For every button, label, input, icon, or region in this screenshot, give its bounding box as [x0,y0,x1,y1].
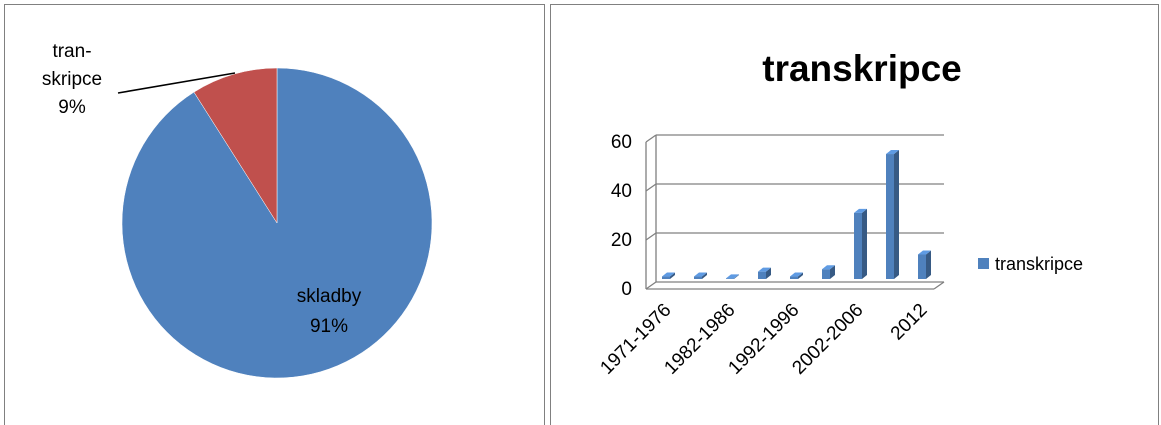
bar-front [918,254,926,279]
bar-1971-1976 [662,272,675,279]
bar-2007-2011 [886,150,899,279]
bar-side [766,267,771,279]
bar-2012 [918,250,931,279]
bar-side [798,272,803,279]
y-tick-label: 0 [621,279,632,300]
bar-side [830,265,835,279]
bar-front [854,212,862,279]
bar-1977-1981 [694,272,707,279]
bar-side [862,208,867,279]
bar-side [894,150,899,279]
bar-1992-1996 [790,272,803,279]
pie-chart-panel: skladby 91% tran-skripce 9% [4,4,545,425]
bar-1982-1986 [726,274,739,279]
bar-top [758,267,771,272]
bar-chart-panel: transkripce 02040601971-19761982-1986199… [550,4,1159,425]
bar-chart-title: transkripce [762,48,962,89]
bar-top [790,272,803,277]
pie-leader-line [117,72,236,94]
bar-1987-1991 [758,267,771,279]
gridline-side [645,281,657,290]
bar-top [854,208,867,213]
bar-front [726,278,734,279]
legend-label: transkripce [995,254,1083,274]
pie-slice-transkripce [193,67,278,224]
pie-label-transkripce: tran-skripce 9% [42,41,102,118]
bar-top [662,272,675,277]
bar-top [822,265,835,270]
gridline-side [645,134,657,143]
bar-2002-2006 [854,208,867,279]
bar-front [886,154,894,279]
bar-side [670,272,675,279]
gridline-side [645,183,657,192]
bar-side [926,250,931,279]
y-tick-label: 60 [611,132,632,153]
bar-top [726,274,739,279]
pie-chart: skladby 91% tran-skripce 9% [42,41,433,379]
bar-1997-2001 [822,265,835,279]
bar-top [918,250,931,255]
bar-front [694,276,702,279]
bar-chart-legend: transkripce [978,254,1083,274]
bar-side [702,272,707,279]
y-tick-label: 20 [611,230,632,251]
floor-right-edge [933,281,945,290]
bar-top [694,272,707,277]
bar-front [790,276,798,279]
bar-front [662,276,670,279]
pie-label-skladby: skladby 91% [297,286,362,337]
y-tick-label: 40 [611,181,632,202]
gridline-side [645,232,657,241]
bar-top [886,150,899,155]
bar-front [758,271,766,279]
bar-side [734,274,739,279]
bar-front [822,269,830,279]
legend-swatch [978,258,989,269]
